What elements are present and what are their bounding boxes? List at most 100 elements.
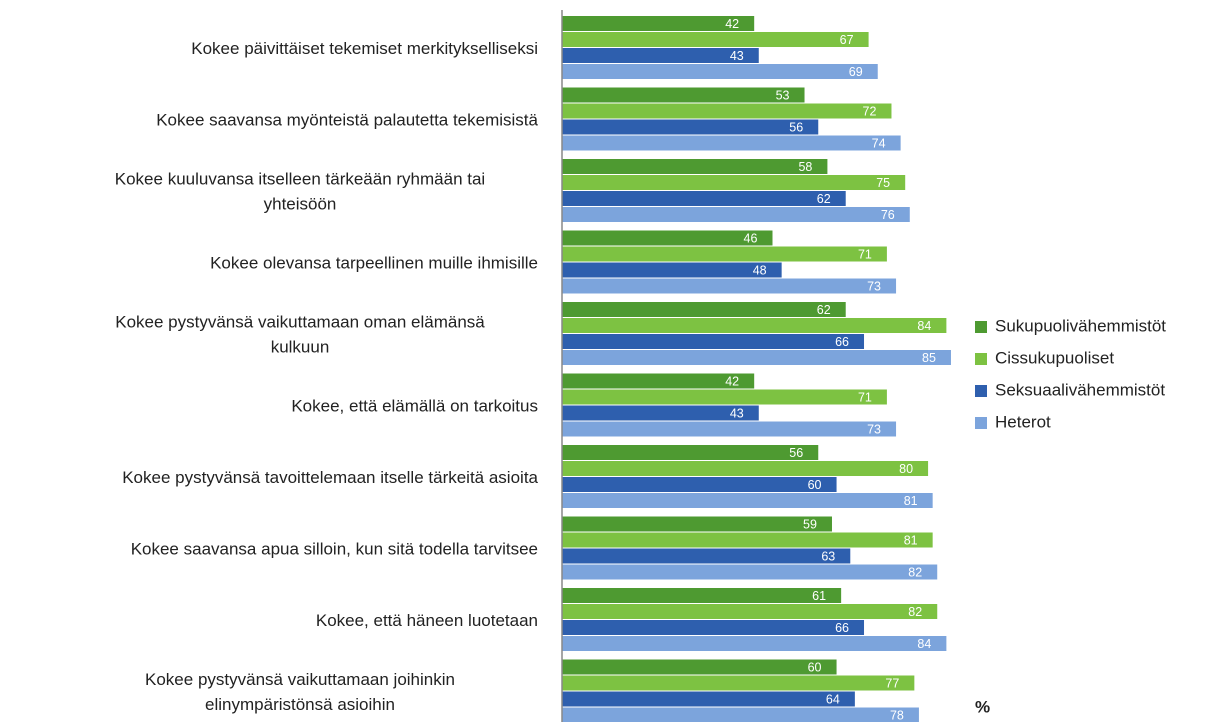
legend-swatch — [975, 417, 987, 429]
value-label: 82 — [908, 605, 922, 619]
value-label: 42 — [725, 17, 739, 31]
bar — [562, 389, 887, 405]
bar — [562, 548, 851, 564]
category-label: Kokee, että häneen luotetaan — [316, 611, 538, 630]
value-label: 81 — [904, 494, 918, 508]
value-label: 60 — [808, 660, 822, 674]
value-label: 62 — [817, 303, 831, 317]
category-label: Kokee pystyvänsä vaikuttamaan joihinkin e… — [145, 670, 455, 714]
value-label: 67 — [840, 33, 854, 47]
value-label: 56 — [789, 446, 803, 460]
value-label: 74 — [872, 136, 886, 150]
category-label: Kokee kuuluvansa itselleen tärkeään ryhm… — [115, 170, 485, 214]
bar — [562, 373, 755, 389]
value-label: 73 — [867, 422, 881, 436]
category-label: Kokee, että elämällä on tarkoitus — [291, 397, 538, 416]
legend-label: Heterot — [995, 412, 1051, 431]
bar — [562, 135, 901, 151]
bar — [562, 659, 837, 675]
value-label: 61 — [812, 589, 826, 603]
value-label: 43 — [730, 406, 744, 420]
value-label: 77 — [885, 676, 899, 690]
value-label: 69 — [849, 65, 863, 79]
legend-label: Seksuaalivähemmistöt — [995, 380, 1165, 399]
bar — [562, 588, 842, 603]
bar — [562, 334, 865, 349]
bar — [562, 191, 846, 206]
bar — [562, 691, 855, 707]
value-label: 66 — [835, 335, 849, 349]
category-label: Kokee olevansa tarpeellinen muille ihmis… — [210, 254, 538, 273]
value-label: 75 — [876, 176, 890, 190]
legend-swatch — [975, 385, 987, 397]
bar — [562, 604, 938, 619]
bar — [562, 707, 919, 722]
value-label: 73 — [867, 279, 881, 293]
value-label: 59 — [803, 517, 817, 531]
bar — [562, 421, 897, 437]
value-label: 81 — [904, 533, 918, 547]
bar — [562, 175, 906, 190]
bar — [562, 318, 947, 333]
bar — [562, 159, 828, 174]
value-label: 84 — [917, 637, 931, 651]
bar — [562, 48, 759, 63]
bar — [562, 278, 897, 294]
bar — [562, 564, 938, 580]
value-label: 63 — [821, 549, 835, 563]
bar — [562, 262, 782, 278]
value-label: 46 — [744, 231, 758, 245]
legend-label: Sukupuolivähemmistöt — [995, 316, 1166, 335]
value-label: 58 — [798, 160, 812, 174]
value-label: 56 — [789, 120, 803, 134]
value-label: 78 — [890, 708, 904, 722]
bar — [562, 532, 933, 548]
bar — [562, 207, 910, 222]
category-label: Kokee saavansa myönteistä palautetta tek… — [156, 111, 538, 130]
value-label: 53 — [776, 88, 790, 102]
bar — [562, 16, 755, 31]
value-label: 64 — [826, 692, 840, 706]
category-label: Kokee pystyvänsä tavoittelemaan itselle … — [122, 468, 538, 487]
value-label: 62 — [817, 192, 831, 206]
bar — [562, 32, 869, 47]
value-label: 72 — [863, 104, 877, 118]
legend-label: Cissukupuoliset — [995, 348, 1114, 367]
category-label: Kokee pystyvänsä vaikuttamaan oman elämä… — [115, 313, 485, 357]
bar — [562, 302, 846, 317]
value-label: 76 — [881, 208, 895, 222]
value-label: 82 — [908, 565, 922, 579]
bar — [562, 675, 915, 691]
legend-swatch — [975, 353, 987, 365]
category-label: Kokee päivittäiset tekemiset merkityksel… — [191, 39, 538, 58]
bar — [562, 620, 865, 635]
value-label: 84 — [917, 319, 931, 333]
bar — [562, 493, 933, 508]
bar — [562, 87, 805, 103]
bar — [562, 477, 837, 492]
x-axis-label: % — [975, 697, 990, 716]
bar — [562, 119, 819, 135]
bar — [562, 445, 819, 460]
bar — [562, 636, 947, 651]
legend-swatch — [975, 321, 987, 333]
category-label: Kokee saavansa apua silloin, kun sitä to… — [131, 540, 538, 559]
value-label: 71 — [858, 390, 872, 404]
bar — [562, 516, 832, 532]
bar — [562, 405, 759, 421]
value-label: 71 — [858, 247, 872, 261]
value-label: 60 — [808, 478, 822, 492]
bar — [562, 103, 892, 119]
value-label: 48 — [753, 263, 767, 277]
bar — [562, 461, 929, 476]
value-label: 43 — [730, 49, 744, 63]
bar — [562, 64, 878, 79]
bar — [562, 350, 951, 365]
value-label: 85 — [922, 351, 936, 365]
value-label: 66 — [835, 621, 849, 635]
bar — [562, 246, 887, 262]
bar — [562, 230, 773, 246]
value-label: 42 — [725, 374, 739, 388]
value-label: 80 — [899, 462, 913, 476]
